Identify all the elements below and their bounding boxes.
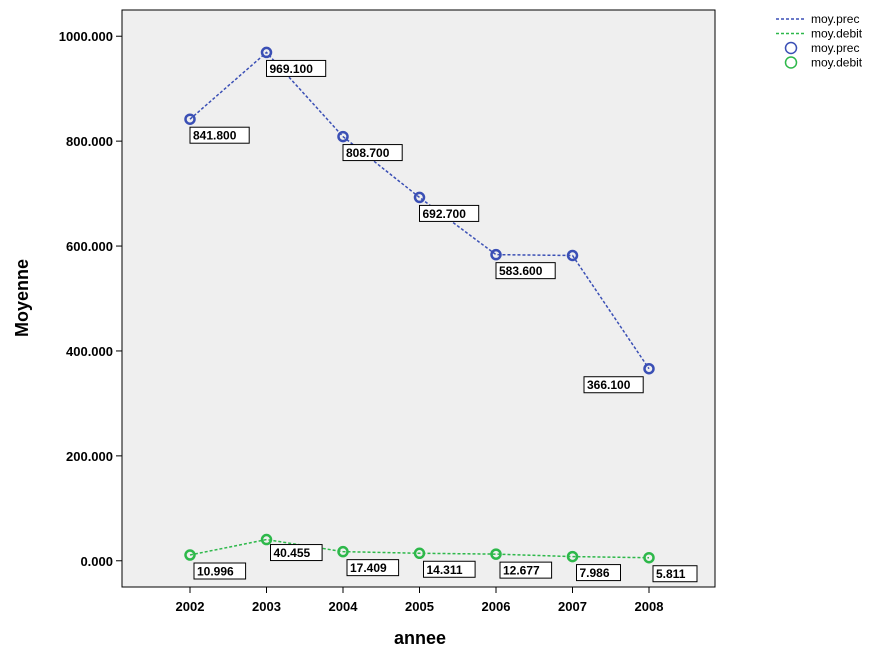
x-tick-label: 2005 — [405, 599, 434, 614]
data-label-box — [189, 126, 250, 144]
legend-marker-swatch — [784, 41, 798, 55]
data-point-moy.debit — [413, 547, 426, 560]
data-point-moy.prec — [260, 46, 273, 59]
legend-label: moy.debit — [811, 27, 863, 41]
y-axis: 0.000 200.000 400.000 600.000 800.000 1000.00… — [59, 29, 122, 569]
data-label: 692.700 — [423, 207, 467, 221]
data-point-moy.debit — [337, 545, 349, 558]
y-tick-label: 200.000 — [66, 449, 113, 464]
data-label: 808.700 — [346, 146, 390, 160]
series-line-moy.debit — [189, 538, 650, 559]
data-point-moy.prec — [337, 130, 349, 143]
data-point-moy.debit — [260, 533, 273, 546]
x-tick-label: 2008 — [635, 599, 664, 614]
x-tick-label: 2002 — [176, 599, 205, 614]
data-point-moy.debit — [566, 550, 579, 563]
data-point-moy.debit — [490, 548, 502, 560]
data-point-moy.debit — [643, 551, 655, 564]
data-label: 12.677 — [503, 564, 540, 578]
data-label-box — [495, 262, 556, 280]
data-label-box — [346, 559, 400, 577]
data-label-box — [342, 144, 403, 162]
x-tick-label: 2004 — [329, 599, 359, 614]
data-label-box — [652, 565, 698, 583]
y-axis-title: Moyenne — [12, 259, 32, 337]
data-point-moy.prec — [184, 113, 196, 125]
legend-label: moy.prec — [811, 41, 859, 55]
data-label-box — [576, 564, 621, 582]
data-point-moy.prec — [490, 248, 502, 261]
data-label-box — [193, 562, 247, 580]
y-tick-label: 600.000 — [66, 239, 113, 254]
data-label: 841.800 — [193, 129, 237, 143]
data-label-box — [270, 544, 323, 562]
data-label: 14.311 — [427, 563, 463, 577]
data-label: 10.996 — [197, 565, 234, 579]
x-tick-label: 2007 — [558, 599, 587, 614]
x-tick-label: 2006 — [482, 599, 511, 614]
series-layer — [184, 46, 655, 564]
data-label-box — [419, 204, 480, 222]
data-label-box — [583, 376, 644, 394]
data-point-moy.prec — [566, 249, 579, 262]
x-axis-title: annee — [394, 628, 446, 648]
data-label: 969.100 — [270, 62, 314, 76]
data-label-box — [266, 59, 327, 77]
y-tick-label: 0.000 — [80, 554, 113, 569]
data-label: 40.455 — [274, 546, 311, 560]
data-label-box — [499, 561, 553, 579]
data-point-moy.prec — [643, 362, 655, 375]
data-label: 5.811 — [656, 567, 686, 581]
data-label: 366.100 — [587, 378, 631, 392]
data-point-moy.debit — [184, 549, 196, 561]
series-line-moy.prec — [189, 51, 650, 370]
data-point-moy.prec — [413, 191, 426, 204]
plot-area — [121, 9, 716, 588]
y-tick-label: 800.000 — [66, 134, 113, 149]
legend-marker-swatch — [784, 56, 798, 69]
data-label: 7.986 — [580, 566, 610, 580]
y-tick-label: 1000.000 — [59, 29, 113, 44]
data-label: 17.409 — [350, 561, 387, 575]
y-tick-label: 400.000 — [66, 344, 113, 359]
data-label: 583.600 — [499, 264, 543, 278]
x-axis: 2002 2003 2004 2005 2006 2007 2008 — [176, 587, 664, 614]
data-label-box — [423, 560, 476, 578]
x-tick-label: 2003 — [252, 599, 281, 614]
legend-label: moy.debit — [811, 56, 863, 70]
data-labels: 841.800 969.100 808.700 692.700 583.600 366.1… — [189, 59, 698, 583]
legend-label: moy.prec — [811, 12, 859, 26]
